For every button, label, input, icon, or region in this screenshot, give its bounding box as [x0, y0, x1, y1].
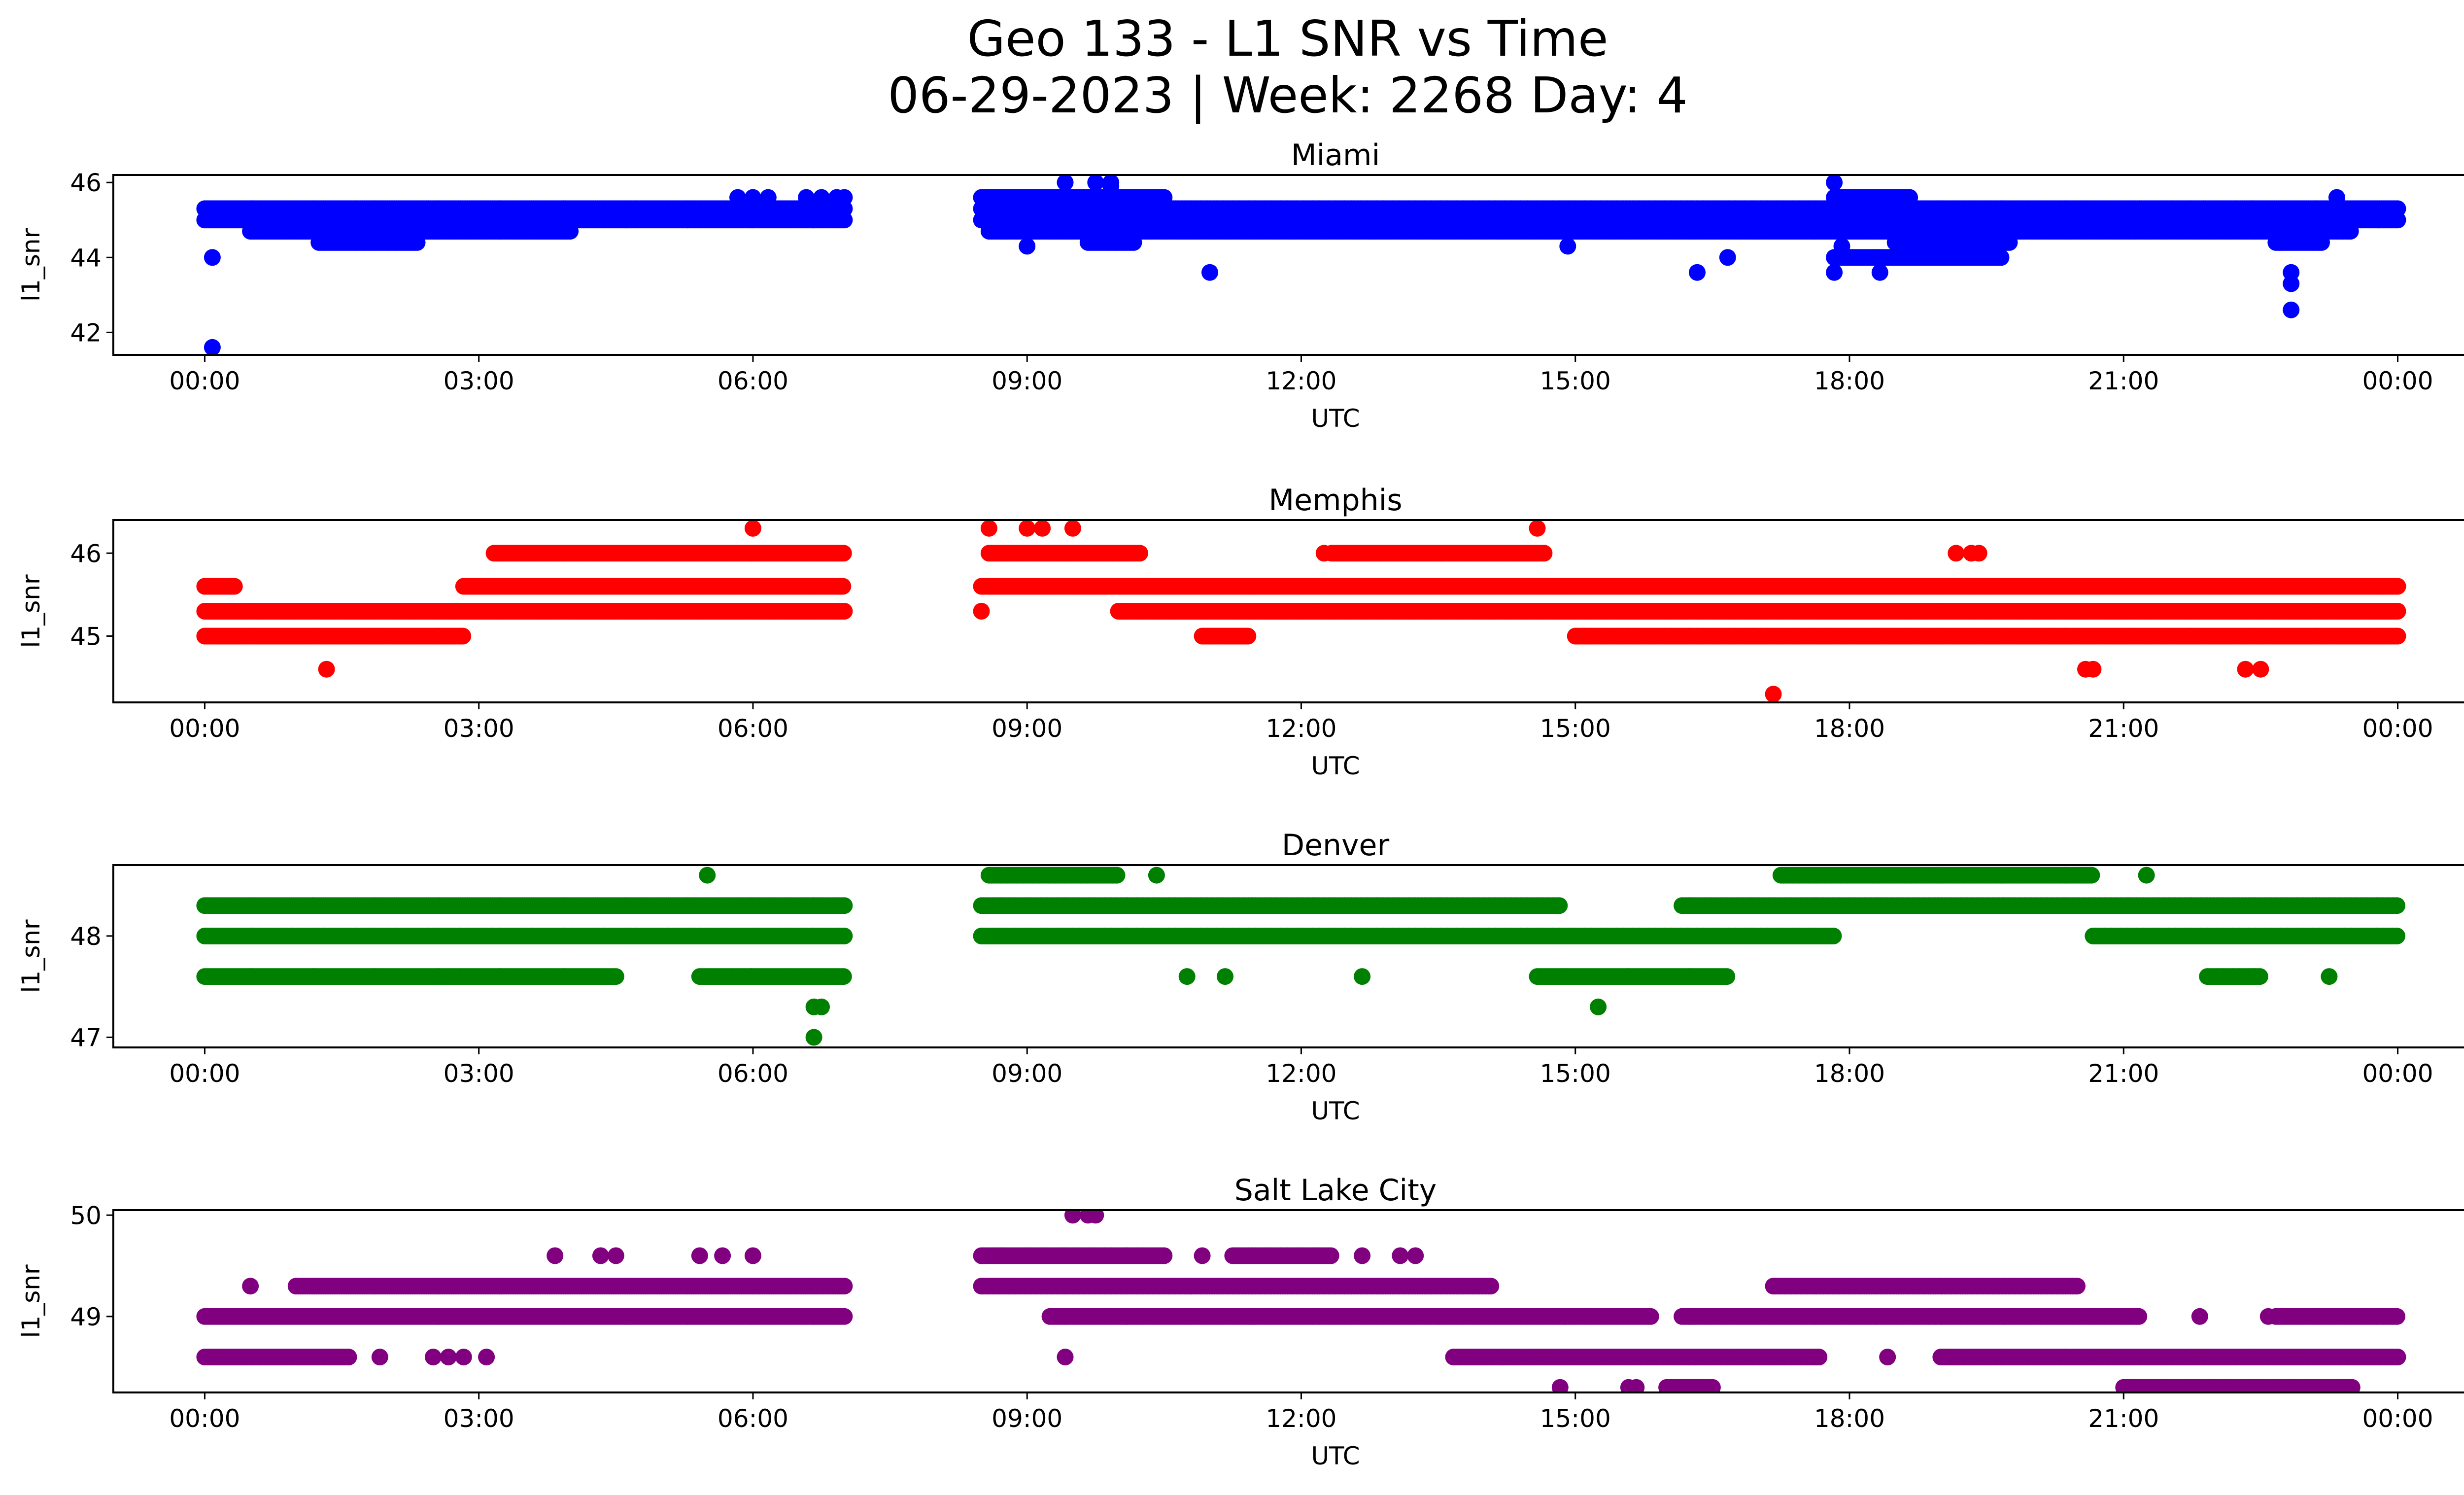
y-tick-label: 42: [70, 318, 102, 347]
figure-title: Geo 133 - L1 SNR vs Time: [967, 10, 1608, 68]
data-points: [204, 175, 2345, 355]
x-tick-label: 06:00: [718, 367, 788, 395]
data-band: [242, 223, 2359, 240]
subplot-title: Memphis: [1268, 483, 1402, 518]
axes-frame: [112, 174, 2464, 356]
subplot-miami: Miami 00:00 03:00 06:00 09:00 12:00 15:00 18:00…: [17, 138, 2464, 433]
subplot-title: Miami: [1291, 138, 1380, 173]
memphis-point: [2389, 603, 2406, 620]
x-tick-label: 21:00: [2088, 367, 2159, 395]
miami-point: [1826, 175, 1843, 191]
miami-point: [1833, 238, 1850, 255]
miami-point: [2283, 301, 2300, 318]
miami-point: [1057, 175, 1074, 191]
memphis-point: [834, 578, 852, 595]
data-band: [973, 189, 1918, 206]
y-axis-label: l1_snr: [17, 228, 45, 302]
x-tick-label: 00:00: [169, 367, 240, 395]
miami-point: [1201, 264, 1218, 281]
y-tick-label: 44: [70, 243, 102, 272]
miami-point: [2313, 234, 2330, 251]
miami-point: [1689, 264, 1706, 281]
memphis-point: [454, 627, 472, 645]
plot-area: [196, 175, 2406, 355]
miami-point: [729, 189, 746, 206]
miami-point: [759, 189, 777, 206]
miami-point: [1559, 238, 1576, 255]
miami-point: [1156, 189, 1173, 206]
data-band: [196, 627, 2406, 645]
plot-area: [196, 520, 2406, 702]
miami-point: [1019, 238, 1036, 255]
miami-point: [409, 234, 426, 251]
miami-point: [2389, 211, 2406, 229]
miami-point: [2001, 234, 2018, 251]
miami-point: [1826, 264, 1843, 281]
miami-point: [2328, 189, 2345, 206]
miami-point: [798, 189, 815, 206]
data-band: [196, 603, 2406, 620]
miami-point: [204, 339, 221, 355]
x-tick-label: 09:00: [992, 367, 1062, 395]
miami-point: [836, 211, 853, 229]
x-tick-label: 18:00: [1814, 367, 1885, 395]
miami-point: [2283, 275, 2300, 292]
x-tick-label: 03:00: [444, 367, 514, 395]
miami-point: [1871, 264, 1888, 281]
data-band: [310, 234, 2330, 251]
memphis-point: [226, 578, 243, 595]
miami-point: [744, 189, 761, 206]
x-tick-label: 00:00: [2362, 367, 2433, 395]
data-band: [196, 578, 2406, 595]
miami-point: [813, 189, 830, 206]
miami-point: [204, 249, 221, 266]
x-tick-label: 12:00: [1266, 367, 1336, 395]
miami-point: [1901, 189, 1918, 206]
y-tick-label: 46: [70, 169, 102, 197]
miami-point: [1719, 249, 1736, 266]
miami-point: [1992, 249, 2010, 266]
memphis-point: [2389, 578, 2406, 595]
figure-subtitle: 06-29-2023 | Week: 2268 Day: 4: [888, 67, 1687, 124]
miami-point: [2342, 223, 2359, 240]
miami-point: [836, 189, 853, 206]
data-band: [1826, 249, 2010, 266]
x-tick-label: 15:00: [1540, 367, 1611, 395]
memphis-point: [1239, 627, 1257, 645]
miami-point: [562, 223, 579, 240]
x-axis-label: UTC: [1311, 404, 1360, 433]
miami-point: [1125, 234, 1142, 251]
miami-point: [1102, 177, 1120, 195]
memphis-point: [836, 603, 853, 620]
miami-point: [1087, 175, 1104, 191]
